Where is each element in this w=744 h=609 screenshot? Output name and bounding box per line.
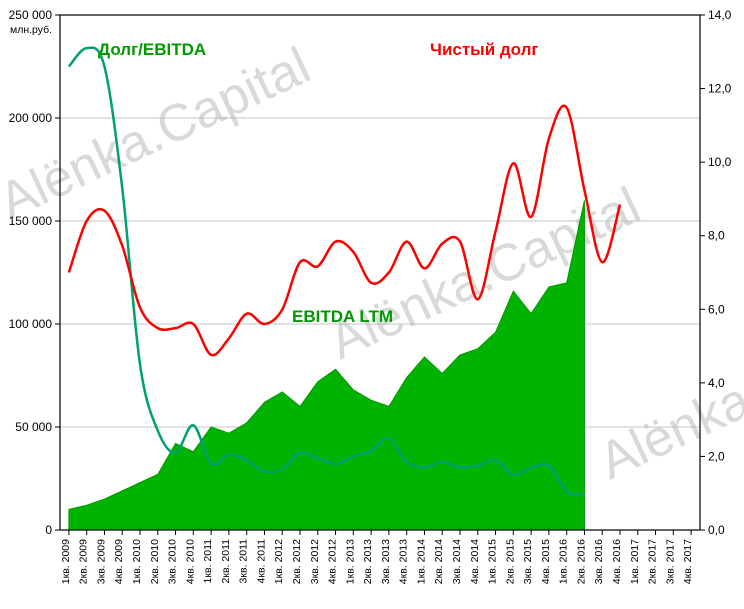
x-tick-label: 2кв. 2013 bbox=[362, 539, 374, 584]
x-tick-label: 3кв. 2012 bbox=[309, 539, 321, 584]
ebitda-label: EBITDA LTM bbox=[292, 307, 393, 326]
x-tick-label: 4кв. 2010 bbox=[184, 539, 196, 584]
y-right-tick-label: 2,0 bbox=[708, 449, 725, 463]
chart-container: Alёnka.CapitalAlёnka.CapitalAlёnka.Capit… bbox=[0, 0, 744, 609]
x-tick-label: 3кв. 2015 bbox=[522, 539, 534, 584]
y-left-tick-label: 50 000 bbox=[15, 420, 52, 434]
x-tick-label: 4кв. 2017 bbox=[682, 539, 694, 584]
x-tick-label: 1кв. 2014 bbox=[415, 539, 427, 584]
x-tick-label: 2кв. 2009 bbox=[78, 539, 90, 584]
x-tick-label: 3кв. 2013 bbox=[380, 539, 392, 584]
y-right-tick-label: 0,0 bbox=[708, 523, 725, 537]
x-tick-label: 1кв. 2010 bbox=[131, 539, 143, 584]
x-tick-label: 4кв. 2016 bbox=[611, 539, 623, 584]
x-tick-label: 4кв. 2014 bbox=[469, 539, 481, 584]
y-left-tick-label: 100 000 bbox=[9, 317, 53, 331]
x-tick-label: 3кв. 2011 bbox=[238, 539, 250, 584]
x-tick-label: 2кв. 2011 bbox=[220, 539, 232, 584]
x-tick-label: 3кв. 2016 bbox=[593, 539, 605, 584]
y-right-tick-label: 10,0 bbox=[708, 155, 732, 169]
y-left-tick-label: 200 000 bbox=[9, 111, 53, 125]
y-right-tick-label: 12,0 bbox=[708, 82, 732, 96]
y-right-tick-label: 4,0 bbox=[708, 376, 725, 390]
y-right-tick-label: 8,0 bbox=[708, 229, 725, 243]
chart-svg: Alёnka.CapitalAlёnka.CapitalAlёnka.Capit… bbox=[0, 0, 744, 609]
x-tick-label: 4кв. 2015 bbox=[540, 539, 552, 584]
x-tick-label: 3кв. 2017 bbox=[664, 539, 676, 584]
x-tick-label: 2кв. 2017 bbox=[647, 539, 659, 584]
x-tick-label: 4кв. 2012 bbox=[327, 539, 339, 584]
debt-ebitda-label: Долг/EBITDA bbox=[98, 40, 206, 59]
x-tick-label: 1кв. 2016 bbox=[558, 539, 570, 584]
x-tick-label: 4кв. 2009 bbox=[113, 539, 125, 584]
x-tick-label: 2кв. 2016 bbox=[575, 539, 587, 584]
x-tick-label: 1кв. 2017 bbox=[629, 539, 641, 584]
x-tick-label: 4кв. 2011 bbox=[255, 539, 267, 584]
net-debt-label: Чистый долг bbox=[430, 40, 539, 59]
x-tick-label: 2кв. 2012 bbox=[291, 539, 303, 584]
x-tick-label: 1кв. 2011 bbox=[202, 539, 214, 584]
y-left-unit-label: млн.руб. bbox=[10, 24, 52, 36]
x-tick-label: 4кв. 2013 bbox=[398, 539, 410, 584]
x-tick-label: 3кв. 2010 bbox=[167, 539, 179, 584]
x-tick-label: 1кв. 2015 bbox=[487, 539, 499, 584]
x-tick-label: 1кв. 2012 bbox=[273, 539, 285, 584]
y-right-tick-label: 14,0 bbox=[708, 8, 732, 22]
x-tick-label: 2кв. 2010 bbox=[149, 539, 161, 584]
x-tick-label: 2кв. 2015 bbox=[504, 539, 516, 584]
x-tick-label: 3кв. 2009 bbox=[95, 539, 107, 584]
x-tick-label: 1кв. 2013 bbox=[344, 539, 356, 584]
y-left-tick-label: 0 bbox=[45, 523, 52, 537]
y-right-tick-label: 6,0 bbox=[708, 302, 725, 316]
y-left-tick-label: 150 000 bbox=[9, 214, 53, 228]
y-left-tick-label: 250 000 bbox=[9, 8, 53, 22]
x-tick-label: 3кв. 2014 bbox=[451, 539, 463, 584]
x-tick-label: 1кв. 2009 bbox=[60, 539, 72, 584]
x-tick-label: 2кв. 2014 bbox=[433, 539, 445, 584]
